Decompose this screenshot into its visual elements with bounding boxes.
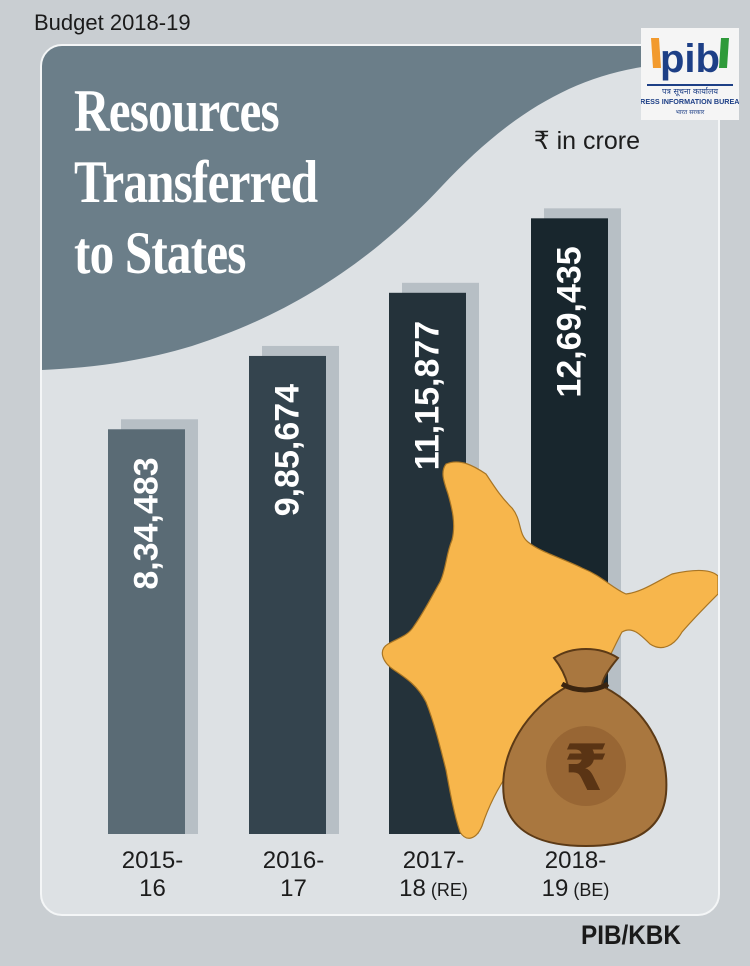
- rupee-symbol-icon: ₹: [564, 732, 609, 806]
- bar-chart: ₹8,34,483 9,85,674 11,15,877 12,69,435 2015-…: [108, 208, 718, 902]
- category-label-1-line2: 16: [139, 875, 166, 902]
- category-label-2-line2: 17: [280, 875, 307, 902]
- bag-emblem: [546, 726, 626, 806]
- logo-sub-text: भारत सरकार: [676, 109, 705, 116]
- category-label-3-line1: 2017-: [403, 847, 464, 874]
- value-label-2: 9,85,674: [269, 384, 307, 516]
- category-label-2-line1: 2016-: [263, 847, 324, 874]
- chart-panel: ₹8,34,483 9,85,674 11,15,877 12,69,435 2015-…: [40, 44, 720, 916]
- budget-label: Budget 2018-19: [34, 10, 191, 35]
- unit-label: ₹ in crore: [533, 127, 640, 155]
- chart-title: Resources Transferred to States: [74, 78, 318, 286]
- money-bag: ₹: [502, 648, 668, 848]
- bar-1: [108, 429, 185, 834]
- pib-logo: pib पत्र सूचना कार्यालय PRESS INFORMATIO…: [635, 28, 745, 120]
- value-label-3: 11,15,877: [409, 321, 447, 470]
- footer-credit: PIB/KBK: [581, 920, 681, 950]
- value-label-1: 8,34,483: [128, 457, 166, 589]
- bag-string: [560, 681, 610, 693]
- category-label-4-line2: 19 (BE): [542, 875, 610, 902]
- title-background: [42, 46, 718, 370]
- value-label-4: 12,69,435: [551, 246, 589, 397]
- category-label-4-line1: 2018-: [545, 847, 606, 874]
- logo-hindi-text: पत्र सूचना कार्यालय: [662, 86, 718, 97]
- bar-2: [249, 355, 326, 834]
- category-label-3-line2: 18 (RE): [399, 875, 468, 902]
- category-label-1-line1: 2015-: [122, 847, 183, 874]
- logo-english-text: PRESS INFORMATION BUREAU: [641, 97, 739, 106]
- logo-main-text: pib: [660, 37, 720, 81]
